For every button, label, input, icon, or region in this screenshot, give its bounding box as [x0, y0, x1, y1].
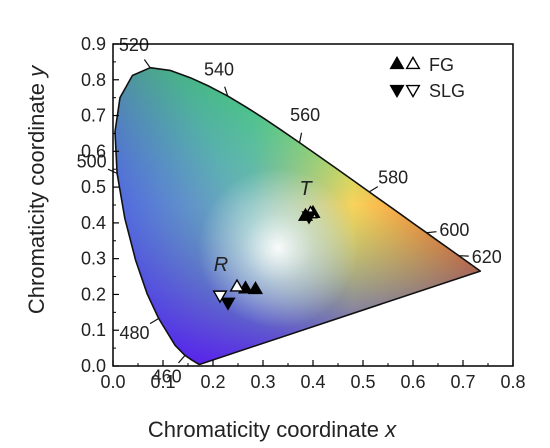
wavelength-label: 600	[439, 220, 469, 240]
x-tick-label: 0.1	[150, 372, 175, 392]
y-tick-label: 0.7	[81, 106, 106, 126]
y-tick-label: 0.3	[81, 249, 106, 269]
wavelength-label: 500	[77, 152, 107, 172]
wavelength-label: 480	[120, 323, 150, 343]
legend-fg-filled-icon	[389, 55, 405, 70]
wavelength-label: 560	[290, 105, 320, 125]
y-tick-label: 0.0	[81, 356, 106, 376]
x-tick-label: 0.4	[300, 372, 325, 392]
legend-slg-label: SLG	[429, 81, 465, 101]
spectral-locus-outline	[114, 66, 482, 366]
wavelength-tick	[368, 186, 379, 193]
annotation-r: R	[214, 254, 228, 276]
legend-slg-filled-icon	[389, 84, 405, 99]
slg-open-marker	[212, 290, 228, 304]
wavelength-tick	[426, 231, 437, 234]
y-axis-label: Chromaticity coordinate y	[24, 64, 49, 314]
legend-slg-open-icon	[405, 84, 421, 99]
x-tick-label: 0.7	[450, 372, 475, 392]
wavelength-label: 540	[204, 60, 234, 80]
fg-open-marker	[229, 278, 245, 292]
legend-fg-open-icon	[405, 55, 421, 70]
x-tick-label: 0.3	[250, 372, 275, 392]
x-tick-label: 0.2	[200, 372, 225, 392]
y-axis-ticks: 0.0 0.1 0.2 0.3 0.4 0.5 0.6 0.7 0.8 0.9	[81, 34, 119, 376]
slg-filled-marker	[220, 297, 236, 311]
y-tick-label: 0.8	[81, 70, 106, 90]
x-tick-label: 0.5	[350, 372, 375, 392]
fg-filled-marker	[247, 281, 264, 295]
y-tick-label: 0.6	[81, 141, 106, 161]
wavelength-tick	[143, 59, 151, 69]
wavelength-label: 520	[119, 35, 149, 55]
legend-fg-label: FG	[429, 55, 454, 75]
white-point-glow	[198, 167, 358, 328]
y-tick-label: 0.9	[81, 34, 106, 54]
annotation-t: T	[299, 178, 313, 200]
y-tick-label: 0.5	[81, 177, 106, 197]
wavelength-label: 460	[152, 367, 182, 387]
wavelength-label: 620	[472, 247, 502, 267]
x-tick-label: 0.0	[100, 372, 125, 392]
wavelength-tick	[298, 132, 303, 143]
x-tick-label: 0.8	[500, 372, 525, 392]
data-markers	[212, 204, 321, 311]
x-tick-label: 0.6	[400, 372, 425, 392]
legend: FG SLG	[389, 55, 465, 101]
wavelength-tick	[149, 318, 159, 325]
x-axis-label: Chromaticity coordinate x	[148, 417, 397, 442]
slg-filled-marker	[301, 211, 317, 225]
y-tick-label: 0.1	[81, 320, 106, 340]
wavelength-label: 580	[378, 167, 408, 187]
wavelength-tick	[224, 86, 229, 97]
annotations: TR	[214, 178, 314, 276]
y-tick-label: 0.2	[81, 284, 106, 304]
wavelength-tick	[178, 354, 186, 364]
x-axis-ticks: 0.0 0.1 0.2 0.3 0.4 0.5 0.6 0.7 0.8	[100, 360, 526, 392]
y-tick-label: 0.4	[81, 213, 106, 233]
